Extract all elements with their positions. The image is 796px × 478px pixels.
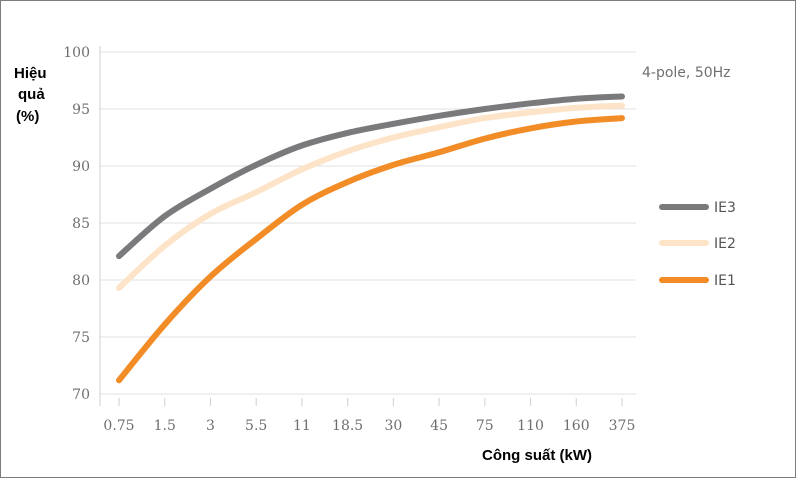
y-tick-label-80: 80 [72, 273, 90, 289]
x-axis-label: Công suất (kW) [482, 447, 592, 464]
x-tick-labels: 0.75 1.5 3 5.5 11 18.5 30 45 75 110 160 375 [103, 418, 635, 434]
y-tick-label-100: 100 [63, 45, 90, 61]
y-tick-label-85: 85 [72, 216, 90, 232]
legend-label-ie2: IE2 [714, 236, 736, 252]
motor-spec-annotation: 4-pole, 50Hz [642, 65, 731, 81]
y-axis-label-line-2: quả [18, 86, 45, 103]
x-tick-label-75: 75 [476, 418, 494, 434]
legend-label-ie1: IE1 [714, 273, 736, 289]
y-axis-label-line-1: Hiệu [14, 65, 47, 82]
y-tick-labels: 70 75 80 85 90 95 100 [63, 45, 90, 403]
y-tick-label-75: 75 [72, 330, 90, 346]
y-tick-label-70: 70 [72, 387, 90, 403]
x-tick-label-3: 3 [206, 418, 215, 434]
series-line-ie2 [116, 102, 625, 291]
x-tick-label-11: 11 [293, 418, 311, 434]
series-line-ie1 [116, 115, 625, 384]
x-tick-label-375: 375 [609, 418, 636, 434]
x-tick-label-5.5: 5.5 [245, 418, 267, 434]
y-axis-label-line-3: (%) [16, 108, 39, 125]
x-tick-label-0.75: 0.75 [103, 418, 134, 434]
x-tick-label-30: 30 [384, 418, 402, 434]
x-tick-label-110: 110 [517, 418, 544, 434]
series-lines [116, 93, 625, 384]
x-tick-label-18.5: 18.5 [332, 418, 363, 434]
legend: IE3 IE2 IE1 [659, 200, 736, 289]
x-tick-label-45: 45 [430, 418, 448, 434]
series-line-ie3 [116, 93, 625, 260]
legend-label-ie3: IE3 [714, 200, 736, 216]
x-tick-label-160: 160 [563, 418, 590, 434]
y-tick-label-95: 95 [72, 102, 90, 118]
x-tick-label-1.5: 1.5 [154, 418, 176, 434]
y-tick-label-90: 90 [72, 159, 90, 175]
